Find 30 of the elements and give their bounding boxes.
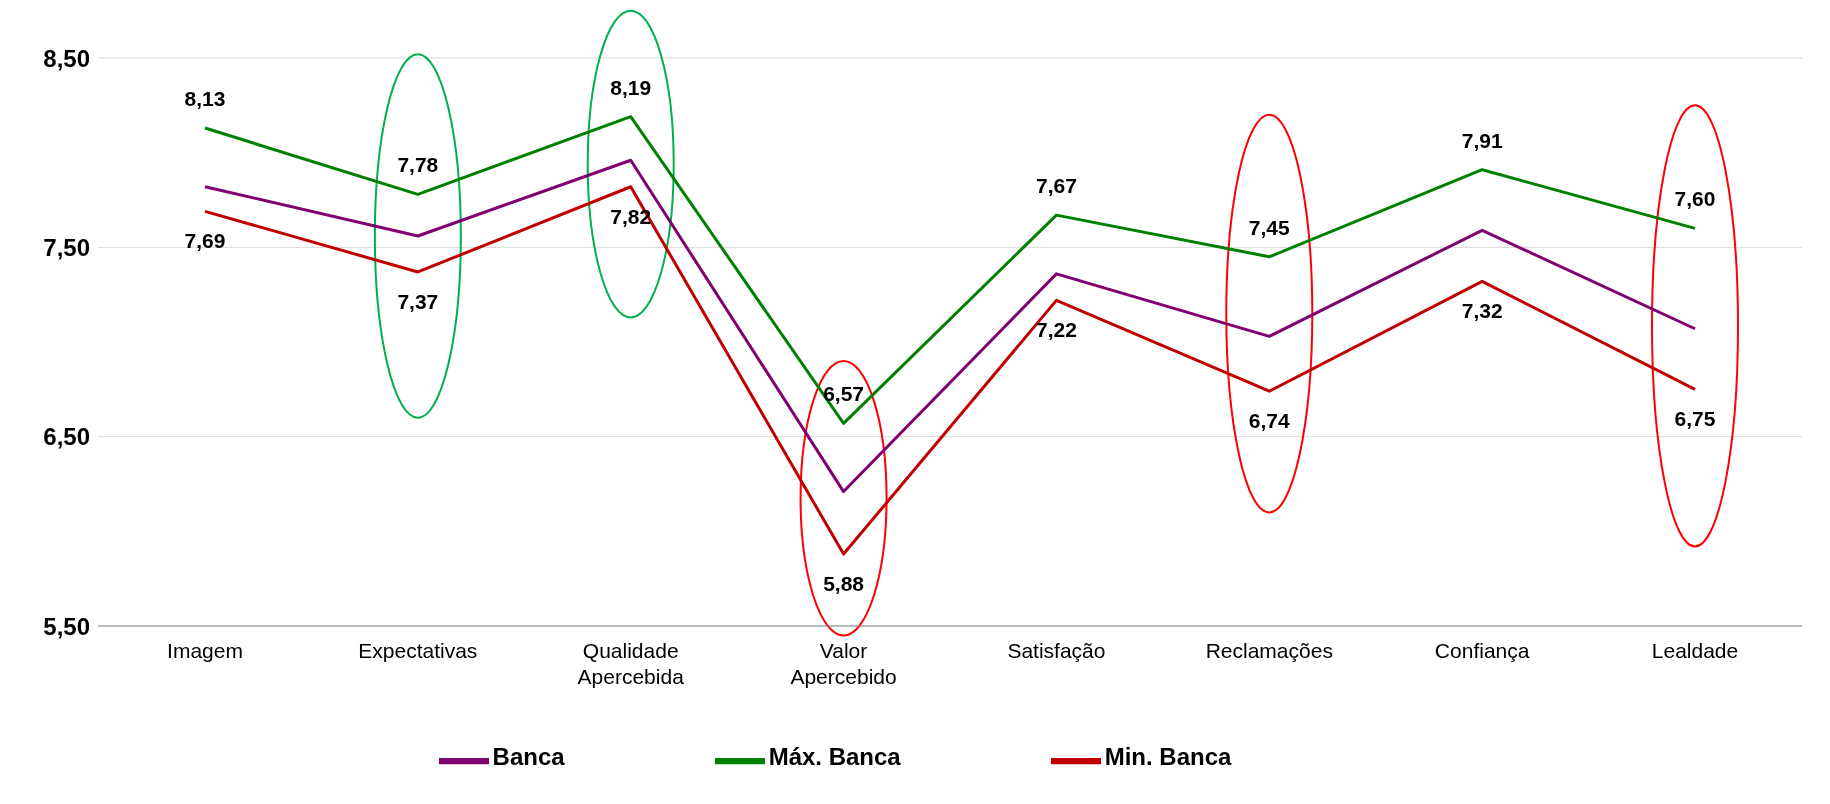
data-label: 6,57 xyxy=(823,382,865,406)
data-label: 7,78 xyxy=(397,153,439,177)
legend-label: Banca xyxy=(492,743,565,771)
x-tick-label: Confiança xyxy=(1434,639,1530,662)
data-label: 7,45 xyxy=(1248,215,1291,239)
x-tick-label: Lealdade xyxy=(1651,639,1739,662)
data-label: 7,67 xyxy=(1035,174,1077,198)
x-tick-label: Satisfação xyxy=(1007,639,1106,662)
data-label: 7,60 xyxy=(1674,187,1716,211)
y-tick-label: 6,50 xyxy=(43,423,90,451)
x-tick-label: Reclamações xyxy=(1205,639,1333,662)
data-label: 6,74 xyxy=(1248,409,1291,433)
data-label: 8,19 xyxy=(610,75,652,99)
x-tick-label: Expectativas xyxy=(358,639,478,662)
legend-label: Máx. Banca xyxy=(768,743,901,771)
y-tick-label: 7,50 xyxy=(43,233,90,261)
data-label: 7,32 xyxy=(1461,299,1503,323)
y-tick-label: 8,50 xyxy=(43,44,90,72)
data-label: 7,22 xyxy=(1035,318,1077,342)
x-tick-label: Imagem xyxy=(167,639,243,662)
data-label: 7,37 xyxy=(397,289,439,313)
data-label: 5,88 xyxy=(823,571,865,595)
legend-label: Min. Banca xyxy=(1104,743,1232,771)
y-tick-label: 5,50 xyxy=(43,612,90,640)
x-tick-label: Valor Apercebido xyxy=(790,639,897,688)
x-tick-label: Qualidade Apercebida xyxy=(577,639,685,688)
data-label: 6,75 xyxy=(1674,407,1716,431)
data-label: 7,91 xyxy=(1461,128,1503,152)
data-label: 8,13 xyxy=(184,87,226,111)
data-label: 7,69 xyxy=(184,229,226,253)
